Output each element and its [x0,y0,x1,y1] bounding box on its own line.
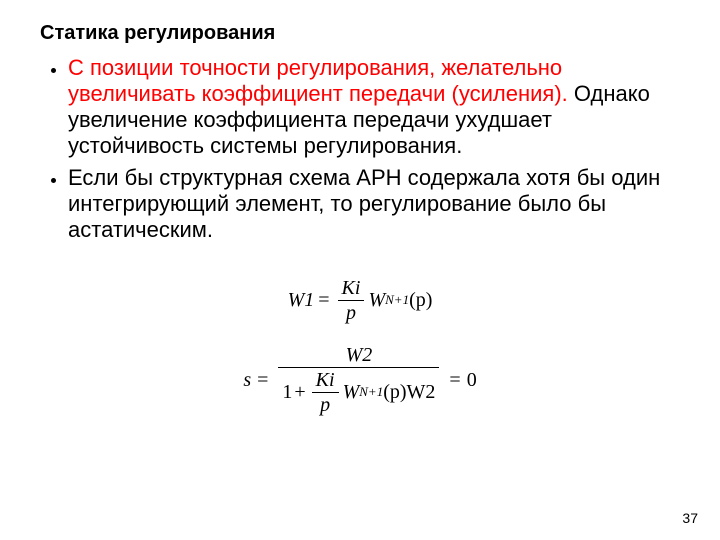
slide: Статика регулирования С позиции точности… [0,0,720,540]
f2-lhs: s [243,369,251,391]
f2-eq2: = [449,369,460,391]
slide-title: Статика регулирования [40,22,680,45]
fraction-bar [278,367,439,368]
bullet-list: С позиции точности регулирования, желате… [40,55,680,243]
formula-block: W1 = Ki p WN+1(p) s = W2 [40,271,680,430]
bullet-red-text: С позиции точности регулирования, желате… [68,55,574,106]
f1-arg: (p) [409,289,432,311]
f2-inner-num: Ki [312,369,339,391]
f1-den: p [342,302,360,324]
f2-den-plus: + [294,381,305,403]
list-item: Если бы структурная схема АРН содержала … [68,165,680,243]
formula-2: s = W2 1 + Ki p W [243,344,476,416]
formula-1: W1 = Ki p WN+1(p) [288,277,433,324]
f1-fraction: Ki p [338,277,365,324]
fraction-bar [338,300,365,301]
f1-sub: N+1 [385,293,409,307]
bullet-black-text: Если бы структурная схема АРН содержала … [68,165,660,242]
fraction-bar [312,392,339,393]
list-item: С позиции точности регулирования, желате… [68,55,680,159]
f2-inner-fraction: Ki p [312,369,339,416]
page-number: 37 [682,510,698,526]
f2-den-W: W [343,381,360,403]
f2-den-arg: (p)W2 [383,381,435,403]
f1-W: W [368,289,385,311]
f2-den-sub: N+1 [359,385,383,399]
f2-main-fraction: W2 1 + Ki p WN+1(p)W2 [278,344,439,416]
f2-eq: = [257,369,268,391]
f2-inner-den: p [316,394,334,416]
f1-lhs: W1 [288,289,315,311]
f2-den-one: 1 [282,381,292,403]
f1-num: Ki [338,277,365,299]
f2-rhs: 0 [467,369,477,391]
f1-eq: = [318,289,329,311]
f2-num: W2 [342,344,377,366]
f2-den: 1 + Ki p WN+1(p)W2 [278,369,439,416]
